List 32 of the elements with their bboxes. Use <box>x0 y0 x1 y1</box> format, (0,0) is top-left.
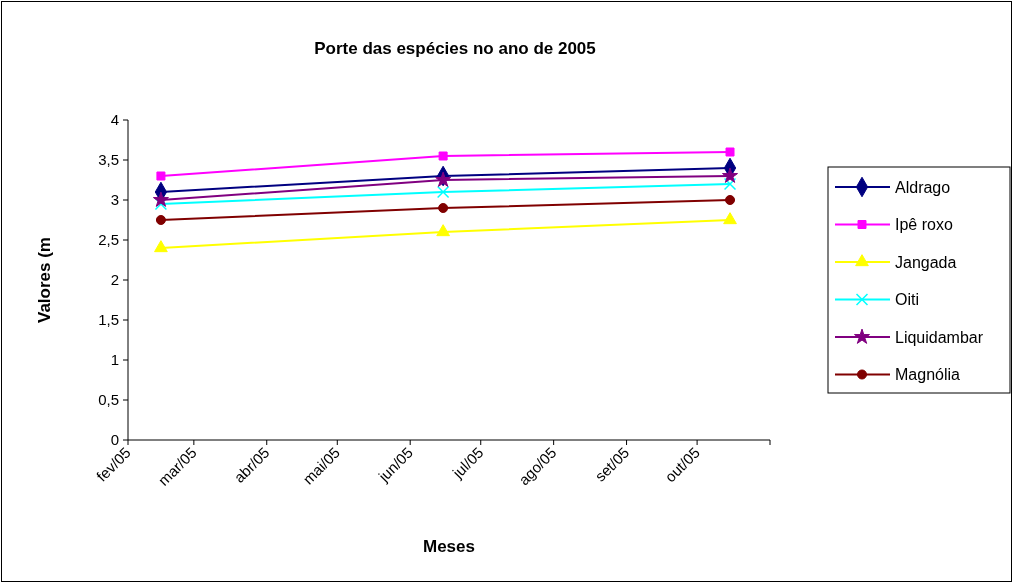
y-tick-label: 2,5 <box>98 231 119 249</box>
y-tick-label: 0 <box>110 431 119 449</box>
y-tick-label: 3 <box>110 191 119 209</box>
y-tick-label: 1,5 <box>98 311 119 329</box>
y-tick-label: 2 <box>110 271 119 289</box>
point <box>436 185 450 199</box>
point <box>723 177 737 191</box>
point <box>722 167 739 183</box>
point <box>156 171 166 181</box>
y-axis-title: Valores (m <box>35 237 54 323</box>
legend-label: Liquidambar <box>895 328 984 346</box>
y-tick-label: 1 <box>110 351 119 369</box>
y-tick-label: 0,5 <box>98 391 119 409</box>
point <box>154 240 168 253</box>
x-axis-title: Meses <box>423 537 475 556</box>
chart-title: Porte das espécies no ano de 2005 <box>314 39 596 58</box>
legend-label: Oiti <box>895 291 919 309</box>
legend-label: Aldrago <box>895 178 951 196</box>
point <box>725 147 735 157</box>
point <box>435 171 452 187</box>
point <box>436 224 450 237</box>
point <box>438 202 449 214</box>
point <box>725 194 736 206</box>
point <box>723 212 737 225</box>
legend-label: Magnólia <box>895 366 961 384</box>
point <box>155 214 166 226</box>
y-tick-label: 4 <box>110 111 119 129</box>
point <box>152 191 169 207</box>
point <box>438 151 448 161</box>
legend-label: Ipê roxo <box>895 216 953 234</box>
legend-label: Jangada <box>895 253 957 271</box>
y-tick-label: 3,5 <box>98 151 119 169</box>
